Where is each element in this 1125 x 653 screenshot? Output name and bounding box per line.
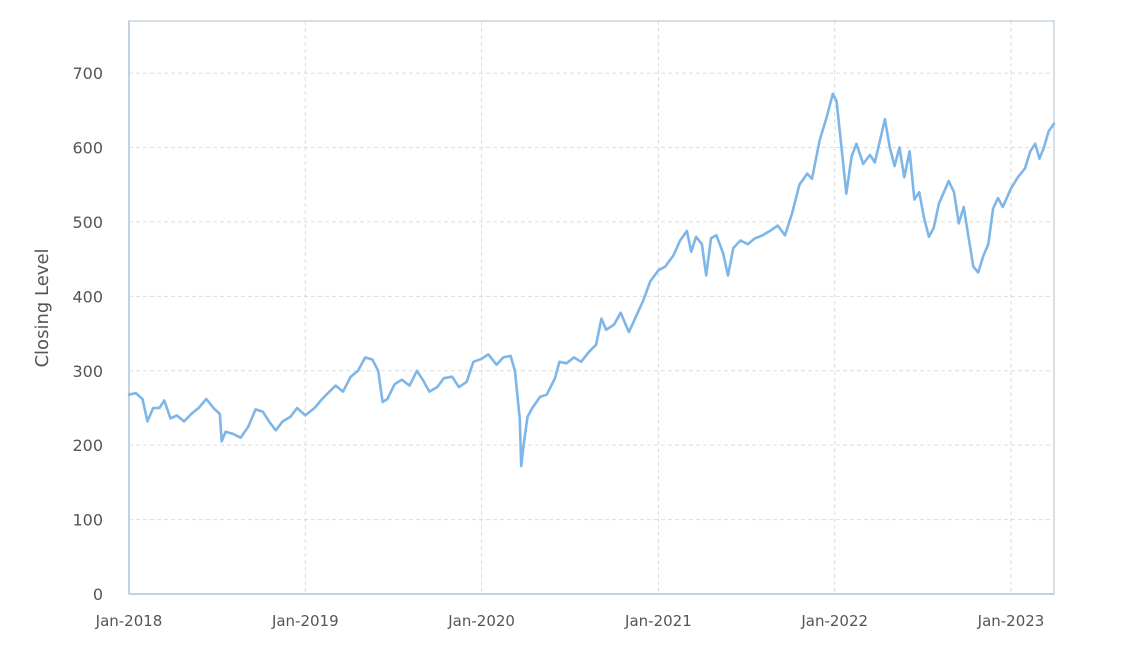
- plot-frame: [128, 20, 1055, 595]
- x-tick-label: Jan-2019: [271, 612, 339, 630]
- y-tick-label: 300: [72, 362, 103, 381]
- y-axis-ticks: 0 100 200 300 400 500 600 700: [72, 64, 103, 604]
- x-tick-label: Jan-2018: [95, 612, 163, 630]
- y-tick-label: 500: [72, 213, 103, 232]
- x-tick-label: Jan-2023: [977, 612, 1045, 630]
- y-axis-label: Closing Level: [32, 248, 53, 367]
- x-tick-label: Jan-2020: [447, 612, 515, 630]
- series-line: [127, 92, 1056, 468]
- y-tick-label: 200: [72, 436, 103, 455]
- series-layer: [127, 92, 1056, 468]
- y-tick-label: 600: [72, 139, 103, 158]
- y-tick-label: 0: [93, 585, 103, 604]
- x-tick-label: Jan-2021: [624, 612, 692, 630]
- x-tick-label: Jan-2022: [800, 612, 868, 630]
- y-tick-label: 400: [72, 287, 103, 306]
- y-tick-label: 700: [72, 64, 103, 83]
- plot-border: [128, 20, 1055, 595]
- gridlines: [129, 21, 1054, 594]
- x-axis-ticks: Jan-2018 Jan-2019 Jan-2020 Jan-2021 Jan-2022…: [95, 612, 1045, 630]
- y-tick-label: 100: [72, 511, 103, 530]
